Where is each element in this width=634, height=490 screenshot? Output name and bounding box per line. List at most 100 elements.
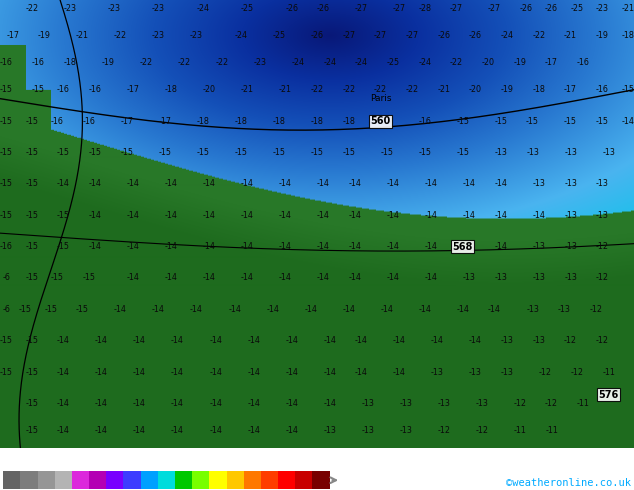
Text: -12: -12 [596, 336, 609, 345]
Text: -15: -15 [25, 273, 38, 282]
Text: -15: -15 [197, 148, 209, 157]
Text: -13: -13 [526, 305, 539, 314]
Text: -15: -15 [0, 336, 13, 345]
Text: -14: -14 [533, 211, 545, 220]
Text: -12: -12 [571, 368, 583, 377]
Text: ©weatheronline.co.uk: ©weatheronline.co.uk [506, 478, 631, 488]
Text: 576: 576 [598, 390, 619, 399]
Text: -13: -13 [533, 242, 545, 251]
Text: -17: -17 [158, 117, 171, 125]
Text: -6: -6 [3, 273, 10, 282]
Text: -14: -14 [114, 305, 127, 314]
Text: -14: -14 [425, 273, 437, 282]
Text: -15: -15 [0, 211, 13, 220]
Text: -14: -14 [57, 368, 70, 377]
Text: -14: -14 [57, 336, 70, 345]
Text: -18: -18 [273, 117, 285, 125]
Bar [37, 471, 55, 489]
Text: -15: -15 [19, 305, 32, 314]
Text: -14: -14 [355, 336, 368, 345]
Text: -15: -15 [82, 273, 95, 282]
Text: -17: -17 [6, 31, 19, 40]
Text: -14: -14 [241, 211, 254, 220]
Text: -26: -26 [545, 4, 558, 13]
Text: -16: -16 [51, 117, 63, 125]
Text: -25: -25 [273, 31, 285, 40]
Text: -26: -26 [469, 31, 482, 40]
Text: -14: -14 [203, 179, 216, 188]
Text: Mo 10-06-2024 18:00 UTC (12+78): Mo 10-06-2024 18:00 UTC (12+78) [422, 453, 631, 463]
Text: -13: -13 [564, 211, 577, 220]
Text: -14: -14 [387, 179, 399, 188]
Text: -15: -15 [342, 148, 355, 157]
Text: -21: -21 [437, 85, 450, 94]
Text: -17: -17 [380, 117, 393, 125]
Text: -15: -15 [564, 117, 577, 125]
Text: -13: -13 [431, 368, 444, 377]
Text: -13: -13 [495, 273, 507, 282]
Text: -14: -14 [323, 399, 336, 408]
Text: -15: -15 [32, 85, 44, 94]
Text: -23: -23 [152, 31, 165, 40]
Text: -13: -13 [463, 273, 476, 282]
Bar [313, 471, 330, 489]
Bar [72, 471, 89, 489]
Text: -27: -27 [488, 4, 501, 13]
Text: -14: -14 [317, 242, 330, 251]
Text: -15: -15 [57, 242, 70, 251]
Text: -20: -20 [203, 85, 216, 94]
Text: -11: -11 [514, 426, 526, 435]
Text: -14: -14 [279, 211, 292, 220]
Text: -14: -14 [279, 179, 292, 188]
Text: -13: -13 [602, 148, 615, 157]
Text: -13: -13 [399, 399, 412, 408]
Text: -18: -18 [63, 58, 76, 67]
Text: -27: -27 [374, 31, 387, 40]
Text: -15: -15 [25, 336, 38, 345]
Text: -13: -13 [533, 336, 545, 345]
Text: -14: -14 [247, 426, 260, 435]
Text: -20: -20 [482, 58, 495, 67]
Text: -24: -24 [235, 31, 247, 40]
Text: -14: -14 [95, 426, 108, 435]
Text: -12: -12 [437, 426, 450, 435]
Text: -14: -14 [209, 426, 222, 435]
Text: -14: -14 [285, 399, 298, 408]
Text: -13: -13 [533, 179, 545, 188]
Text: -14: -14 [323, 368, 336, 377]
Text: -14: -14 [127, 273, 139, 282]
Text: -13: -13 [469, 368, 482, 377]
Text: -15: -15 [25, 179, 38, 188]
Text: -14: -14 [57, 426, 70, 435]
Text: -15: -15 [235, 148, 247, 157]
Text: -27: -27 [355, 4, 368, 13]
Text: -13: -13 [564, 242, 577, 251]
Text: -14: -14 [127, 179, 139, 188]
Text: -14: -14 [127, 211, 139, 220]
Text: -15: -15 [311, 148, 323, 157]
Text: -23: -23 [596, 4, 609, 13]
Text: -14: -14 [317, 179, 330, 188]
Text: -14: -14 [203, 242, 216, 251]
Text: -19: -19 [38, 31, 51, 40]
Text: -22: -22 [311, 85, 323, 94]
Text: -23: -23 [254, 58, 266, 67]
Bar [295, 471, 313, 489]
Text: -24: -24 [197, 4, 209, 13]
Text: -18: -18 [342, 117, 355, 125]
Text: -14: -14 [152, 305, 165, 314]
Bar [3, 471, 20, 489]
Text: -13: -13 [437, 399, 450, 408]
Text: -24: -24 [292, 58, 304, 67]
Text: -14: -14 [279, 242, 292, 251]
Text: -14: -14 [317, 273, 330, 282]
Text: -15: -15 [89, 148, 101, 157]
Text: -13: -13 [323, 426, 336, 435]
Text: -14: -14 [89, 211, 101, 220]
Bar [226, 471, 243, 489]
Text: -15: -15 [25, 368, 38, 377]
Text: -13: -13 [361, 426, 374, 435]
Text: -12: -12 [596, 273, 609, 282]
Text: -21: -21 [564, 31, 577, 40]
Text: -18: -18 [533, 85, 545, 94]
